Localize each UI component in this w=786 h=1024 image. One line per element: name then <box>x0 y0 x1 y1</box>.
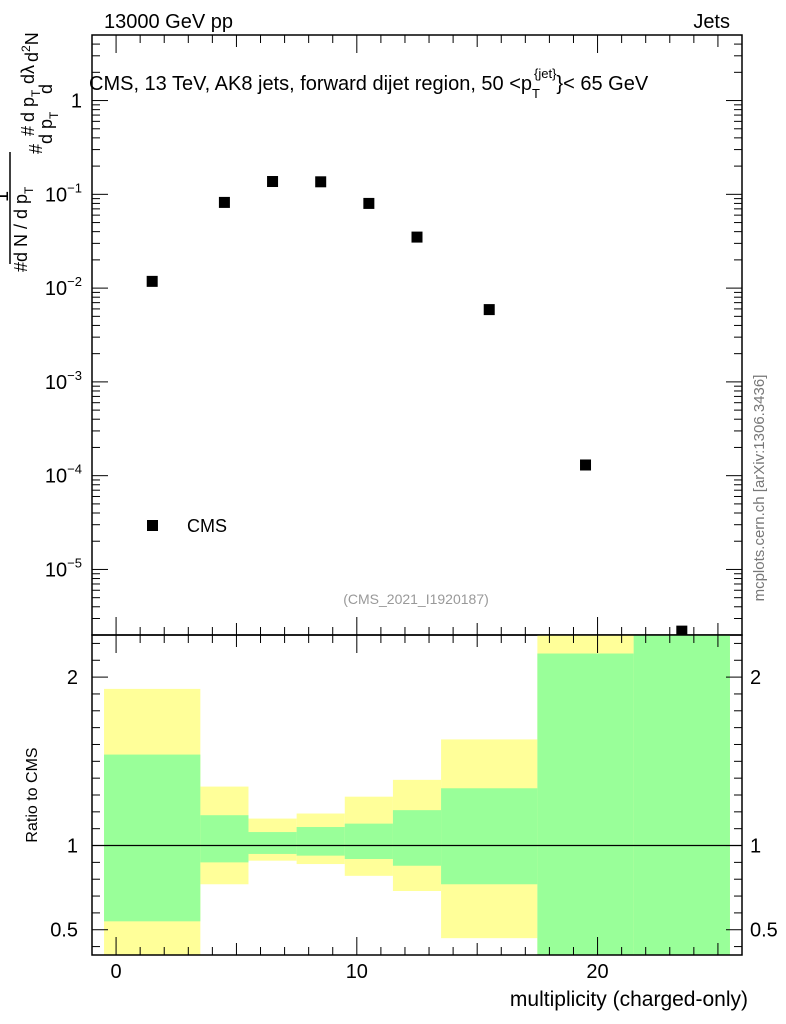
main-x-ticks <box>91 35 743 635</box>
legend-marker <box>147 520 158 531</box>
data-point <box>315 176 327 188</box>
stat-uncertainty-band <box>344 823 393 859</box>
data-point <box>676 625 688 637</box>
stat-uncertainty-band <box>633 635 730 955</box>
x-tick-label: 0 <box>111 961 122 983</box>
svg-text:#: # <box>26 144 46 154</box>
data-point <box>363 197 375 209</box>
stat-uncertainty-band <box>296 827 345 856</box>
ratio-y-tick-label-right: 0.5 <box>750 920 778 942</box>
data-point <box>267 176 279 188</box>
x-axis-label: multiplicity (charged-only) <box>510 988 748 1011</box>
x-tick-label: 10 <box>346 961 368 983</box>
data-points <box>146 176 688 637</box>
ratio-y-tick-label: 2 <box>67 667 78 689</box>
uncertainty-bands <box>104 635 730 955</box>
category-label: Jets <box>693 11 730 33</box>
plot-title: CMS, 13 TeV, AK8 jets, forward dijet reg… <box>89 66 649 101</box>
y-tick-label: 10−3 <box>45 368 82 394</box>
y-tick-label: 1 <box>71 91 82 113</box>
y-tick-label: 10−4 <box>45 462 82 488</box>
svg-text:d: d <box>36 84 56 94</box>
energy-label: 13000 GeV pp <box>104 11 233 33</box>
stat-uncertainty-band <box>248 832 297 854</box>
svg-text:d N / d pT: d N / d pT <box>11 186 36 262</box>
y-tick-label: 10−5 <box>45 555 82 581</box>
watermark: mcplots.cern.ch [arXiv:1306.3436] <box>751 375 768 602</box>
stat-uncertainty-band <box>392 810 442 866</box>
data-point <box>580 459 592 471</box>
ratio-y-axis-label: Ratio to CMS <box>24 747 41 842</box>
y-tick-label: 10−2 <box>45 274 82 300</box>
data-point <box>146 275 158 287</box>
ratio-y-tick-label: 1 <box>67 836 78 858</box>
ratio-y-tick-label: 0.5 <box>50 920 78 942</box>
ratio-plot: 0.5 0.5 1 1 2 2 0 10 20 <box>50 634 778 983</box>
main-plot-frame <box>91 34 743 636</box>
main-y-ticks: 10−5 10−4 10−3 10−2 10−1 1 <box>45 34 742 636</box>
legend: CMS <box>147 516 227 536</box>
svg-text:d pT: d pT <box>18 89 43 122</box>
svg-text:d pT: d pT <box>36 111 61 144</box>
ratio-plot-frame <box>91 634 743 956</box>
stat-uncertainty-band <box>441 788 538 885</box>
data-point <box>411 231 423 243</box>
ratio-y-tick-label-right: 1 <box>750 836 761 858</box>
data-point <box>483 304 495 316</box>
main-plot: 10−5 10−4 10−3 10−2 10−1 1 <box>45 34 743 637</box>
data-point <box>218 196 230 208</box>
svg-text:dλ: dλ <box>18 65 38 84</box>
stat-uncertainty-band <box>537 653 634 955</box>
ratio-y-ticks: 0.5 0.5 1 1 2 2 <box>50 642 778 948</box>
stat-uncertainty-band <box>104 754 201 922</box>
y-tick-label: 10−1 <box>45 180 82 206</box>
stat-uncertainty-band <box>200 815 249 863</box>
svg-text:d2N: d2N <box>19 32 42 62</box>
main-y-axis-label: # d N / d pT 1 # d pT d # d pT dλ d2N <box>0 32 61 272</box>
legend-label: CMS <box>187 516 227 536</box>
svg-text:#: # <box>18 126 38 136</box>
svg-text:1: 1 <box>0 191 13 202</box>
svg-text:#: # <box>11 262 31 272</box>
analysis-label: (CMS_2021_I1920187) <box>343 591 489 607</box>
ratio-y-tick-label-right: 2 <box>750 667 761 689</box>
x-tick-label: 20 <box>586 961 608 983</box>
